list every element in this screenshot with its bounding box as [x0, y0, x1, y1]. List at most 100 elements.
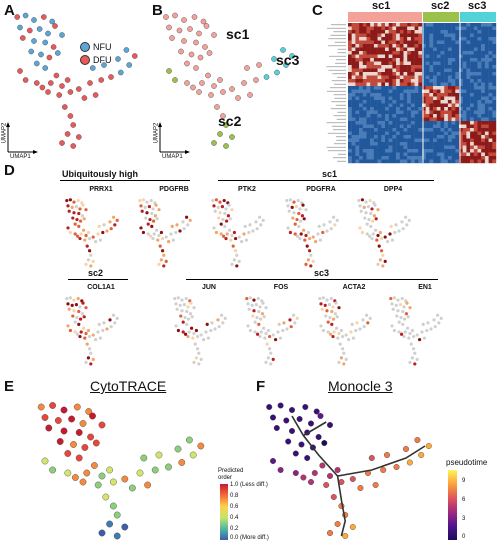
- pseudotime-dot: [298, 441, 305, 448]
- heatmap-cell: [385, 131, 389, 136]
- heatmap-cell: [403, 37, 408, 41]
- cell-dot-a: [62, 104, 68, 110]
- heatmap-cell: [414, 114, 419, 118]
- heatmap-cell: [366, 107, 371, 111]
- heatmap-cell: [399, 96, 404, 101]
- heatmap-cell: [377, 131, 382, 136]
- heatmap-cell: [396, 103, 400, 108]
- heatmap-cell: [410, 68, 415, 73]
- heatmap-cell: [466, 149, 471, 153]
- cytotrace-dot: [140, 454, 148, 462]
- heatmap-cell: [410, 79, 415, 83]
- feature-dot: [89, 264, 93, 268]
- heatmap-cell: [425, 30, 430, 34]
- heatmap-cell: [436, 156, 441, 160]
- feature-dot: [247, 307, 251, 311]
- cytotrace-dot: [85, 408, 93, 415]
- pseudotime-dot: [372, 481, 379, 488]
- heatmap-cell: [451, 54, 456, 59]
- heatmap-cell: [403, 124, 408, 129]
- heatmap-cell: [481, 40, 486, 45]
- heatmap-cell: [403, 131, 408, 136]
- feature-dot: [404, 215, 408, 219]
- heatmap-cell: [436, 68, 441, 73]
- heatmap-cell: [407, 124, 412, 129]
- heatmap-cell: [362, 110, 367, 115]
- feature-dot: [234, 249, 238, 253]
- feature-dot: [76, 332, 80, 336]
- axis-label-umap1-a: UMAP1: [10, 154, 31, 160]
- feature-dot: [409, 342, 413, 346]
- feature-dot: [73, 320, 77, 324]
- feature-dot: [408, 306, 412, 310]
- heatmap-cell: [425, 124, 430, 129]
- heatmap-cell: [484, 142, 489, 146]
- feature-dot: [180, 298, 184, 302]
- heatmap-cell: [381, 26, 386, 31]
- heatmap-cell: [459, 103, 463, 108]
- heatmap-cell: [488, 156, 493, 160]
- heatmap-cell: [429, 40, 434, 45]
- heatmap-cell: [429, 72, 434, 76]
- heatmap-cell: [429, 145, 434, 150]
- feature-dot: [364, 200, 368, 204]
- feature-dot: [79, 219, 83, 223]
- feature-dot: [367, 217, 371, 222]
- heatmap-cell: [399, 145, 404, 150]
- heatmap-cell: [429, 58, 434, 62]
- pseudotime-dot: [326, 472, 333, 479]
- heatmap-cell: [429, 26, 434, 31]
- heatmap-cell: [488, 100, 493, 104]
- heatmap-cell: [429, 131, 434, 136]
- feature-dot: [206, 336, 210, 340]
- heatmap-cell: [481, 131, 486, 136]
- feature-dot: [66, 302, 70, 306]
- feature-dot: [371, 219, 375, 223]
- feature-dot: [299, 219, 303, 223]
- feature-dot: [277, 322, 281, 326]
- heatmap-cell: [410, 72, 415, 76]
- heatmap-cell: [366, 47, 371, 52]
- heatmap-cell: [373, 30, 378, 34]
- heatmap-cell: [366, 26, 371, 31]
- feature-dot: [274, 338, 278, 342]
- heatmap-cell: [381, 103, 386, 108]
- heatmap-cell: [481, 103, 486, 108]
- heatmap-cell: [470, 110, 474, 115]
- heatmap-cell: [462, 107, 467, 111]
- heatmap-cell: [433, 114, 437, 118]
- feature-dot: [186, 305, 190, 309]
- heatmap-cell: [366, 72, 371, 76]
- heatmap-cell: [470, 79, 474, 83]
- cell-dot-b: [220, 89, 226, 95]
- feature-dot: [421, 322, 425, 326]
- heatmap-cell: [392, 65, 397, 69]
- feature-dot: [80, 312, 84, 316]
- feature-dot: [144, 216, 148, 220]
- heatmap-cell: [381, 128, 386, 132]
- heatmap-cell: [436, 51, 441, 55]
- heatmap-cell: [359, 86, 363, 90]
- heatmap-cell: [407, 114, 412, 118]
- heatmap-cell: [440, 61, 445, 66]
- cell-dot-a: [22, 77, 29, 83]
- heatmap-cell: [492, 82, 497, 87]
- heatmap-cell: [414, 89, 419, 94]
- feature-dot: [218, 200, 222, 204]
- pseudotime-dot: [300, 474, 307, 481]
- heatmap-cell: [385, 152, 389, 157]
- heatmap-cell: [451, 96, 456, 101]
- feature-dot: [328, 220, 332, 224]
- pseudotime-dot: [334, 520, 341, 527]
- heatmap-cell: [359, 100, 363, 104]
- feature-dot: [256, 332, 260, 336]
- cell-dot-a: [56, 92, 63, 98]
- heatmap-cell: [455, 93, 460, 97]
- heatmap-cell: [481, 61, 486, 66]
- feature-dot: [66, 226, 70, 230]
- heatmap-cell: [436, 152, 441, 157]
- heatmap-cell: [348, 54, 352, 59]
- heatmap-cell: [473, 117, 478, 122]
- heatmap-cell: [436, 33, 441, 38]
- heatmap-cell: [362, 47, 367, 52]
